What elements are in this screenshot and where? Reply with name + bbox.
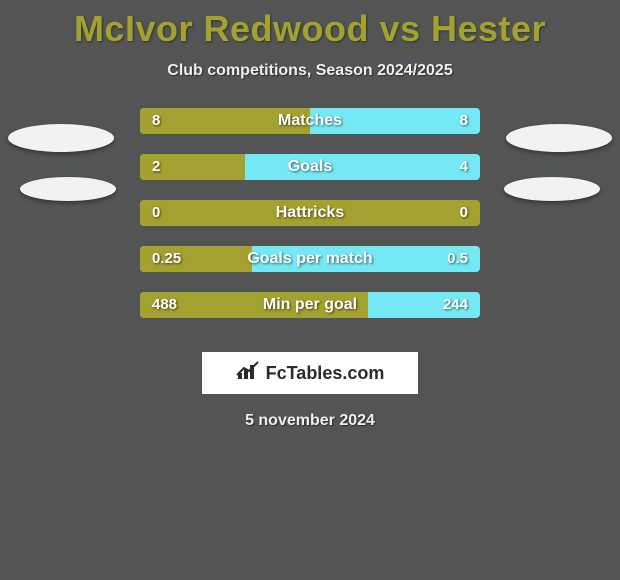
stat-label: Goals [140,154,480,180]
stat-label: Matches [140,108,480,134]
stat-value-right: 4 [460,154,468,180]
stat-value-right: 8 [460,108,468,134]
chart-icon [236,361,260,386]
stat-row: 488Min per goal244 [0,292,620,338]
brand-badge: FcTables.com [202,352,418,394]
stat-value-right: 0.5 [447,246,468,272]
stat-value-right: 0 [460,200,468,226]
stat-value-right: 244 [443,292,468,318]
stat-row: 8Matches8 [0,108,620,154]
stat-row: 0Hattricks0 [0,200,620,246]
stat-bar: 488Min per goal244 [140,292,480,318]
stat-label: Hattricks [140,200,480,226]
stats-container: 8Matches8 2Goals4 0Hattricks0 0.25Goals per… [0,108,620,338]
stat-label: Goals per match [140,246,480,272]
stat-label: Min per goal [140,292,480,318]
brand-text: FcTables.com [266,363,385,384]
snapshot-date: 5 november 2024 [0,412,620,430]
comparison-subtitle: Club competitions, Season 2024/2025 [0,62,620,80]
stat-bar: 2Goals4 [140,154,480,180]
stat-row: 2Goals4 [0,154,620,200]
stat-bar: 0Hattricks0 [140,200,480,226]
stat-bar: 0.25Goals per match0.5 [140,246,480,272]
stat-bar: 8Matches8 [140,108,480,134]
stat-row: 0.25Goals per match0.5 [0,246,620,292]
comparison-title: McIvor Redwood vs Hester [0,0,620,50]
